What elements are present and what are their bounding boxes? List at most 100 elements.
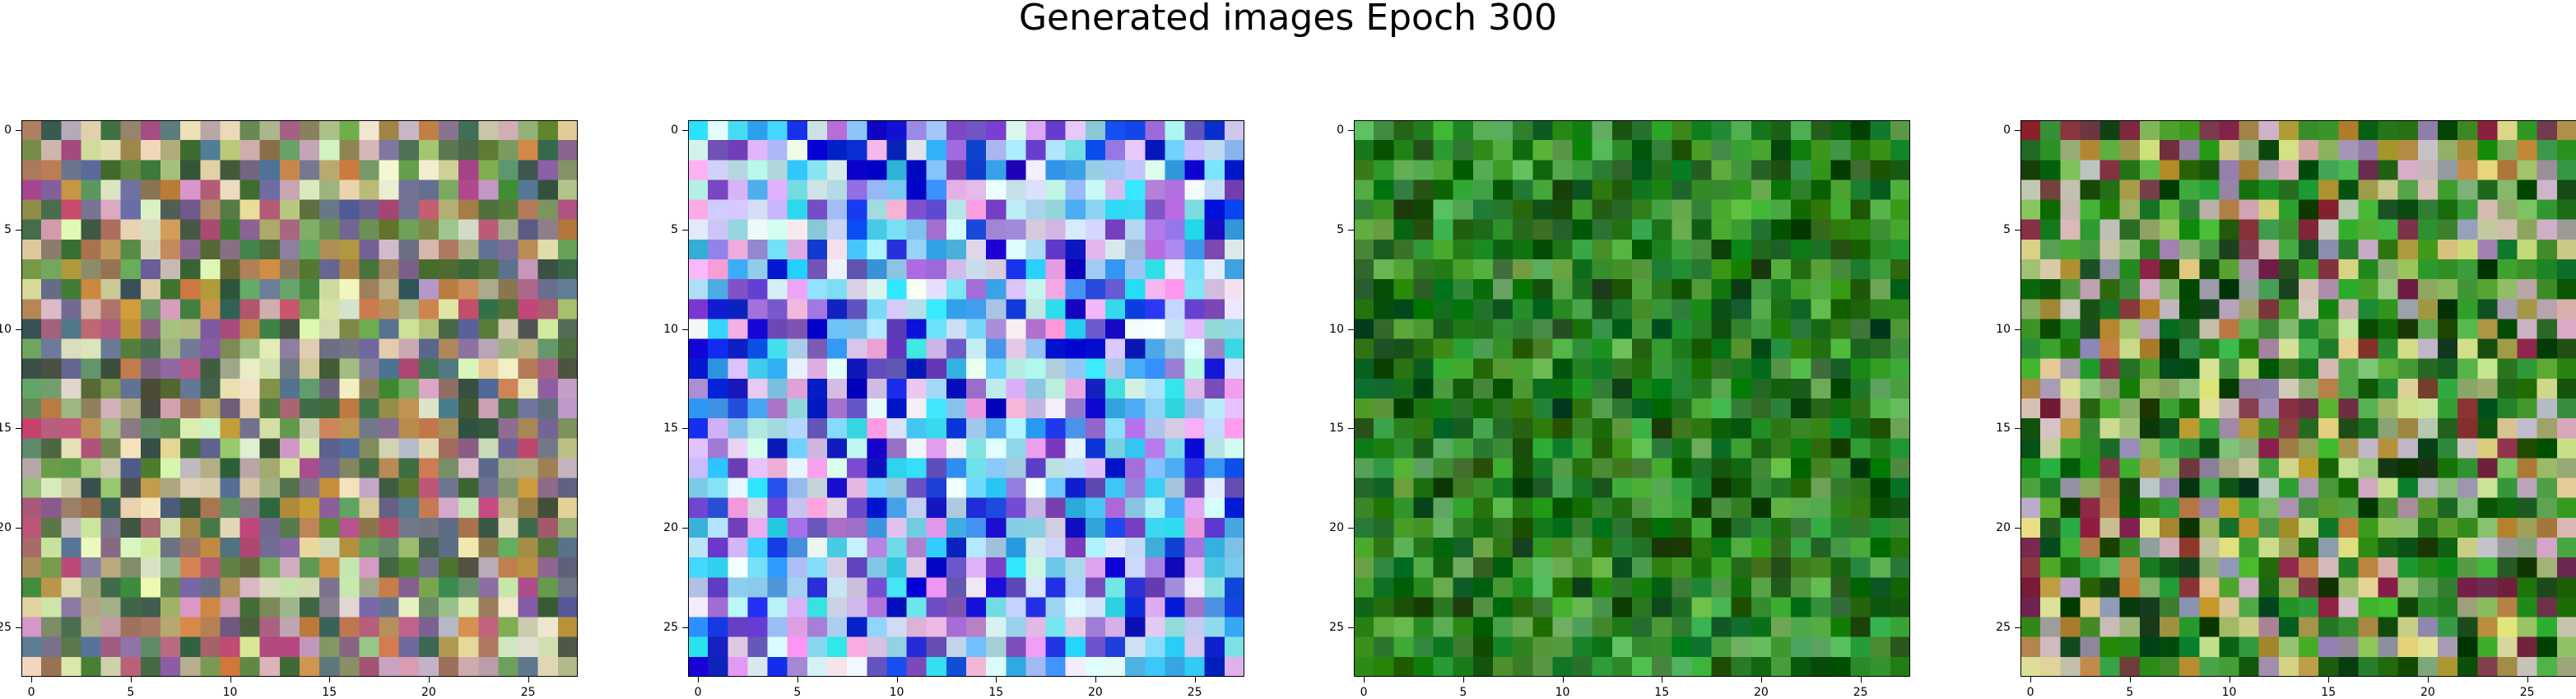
- x-tick: [996, 677, 997, 683]
- generated-image-1: [21, 120, 578, 677]
- figure-title: Generated images Epoch 300: [0, 0, 2576, 36]
- x-tick-label: 25: [2520, 687, 2535, 698]
- y-tick: [16, 329, 21, 330]
- y-tick-label: 20: [1996, 522, 2011, 534]
- x-tick-label: 0: [28, 687, 35, 698]
- x-tick: [2328, 677, 2329, 683]
- y-tick-label: 0: [4, 124, 12, 136]
- y-tick: [682, 329, 688, 330]
- y-tick: [16, 130, 21, 131]
- x-tick: [797, 677, 798, 683]
- x-tick-label: 0: [1360, 687, 1368, 698]
- y-tick: [682, 428, 688, 429]
- y-tick-label: 20: [663, 522, 678, 534]
- y-tick-label: 15: [1329, 422, 1344, 434]
- x-tick-label: 20: [1754, 687, 1769, 698]
- x-tick: [1563, 677, 1564, 683]
- generated-image-3: [1354, 120, 1910, 677]
- x-tick-label: 5: [127, 687, 134, 698]
- x-tick-label: 10: [223, 687, 238, 698]
- y-tick: [1348, 329, 1354, 330]
- y-tick: [1348, 428, 1354, 429]
- x-tick-label: 25: [521, 687, 536, 698]
- y-tick-label: 10: [663, 324, 678, 335]
- x-tick-label: 0: [2027, 687, 2034, 698]
- y-tick: [16, 627, 21, 628]
- y-tick: [2015, 130, 2020, 131]
- y-tick: [1348, 627, 1354, 628]
- x-tick: [1761, 677, 1762, 683]
- y-tick-label: 25: [1329, 622, 1344, 633]
- y-tick-label: 15: [1996, 422, 2011, 434]
- y-tick-label: 5: [671, 224, 678, 235]
- y-tick-label: 25: [1996, 622, 2011, 633]
- y-tick-label: 5: [1337, 224, 1344, 235]
- x-tick-label: 0: [695, 687, 702, 698]
- x-tick: [528, 677, 529, 683]
- y-tick: [2015, 230, 2020, 231]
- x-tick: [429, 677, 430, 683]
- x-tick-label: 15: [322, 687, 337, 698]
- x-tick-label: 20: [421, 687, 436, 698]
- y-tick: [682, 130, 688, 131]
- y-tick: [682, 528, 688, 529]
- x-tick-label: 20: [2420, 687, 2435, 698]
- x-tick: [2428, 677, 2429, 683]
- y-tick-label: 15: [0, 422, 12, 434]
- x-tick: [1195, 677, 1196, 683]
- y-tick-label: 20: [0, 522, 12, 534]
- y-tick: [682, 230, 688, 231]
- x-tick: [31, 677, 32, 683]
- y-tick: [2015, 627, 2020, 628]
- y-tick-label: 25: [663, 622, 678, 633]
- y-tick: [1348, 528, 1354, 529]
- x-tick: [1095, 677, 1096, 683]
- y-tick: [2015, 528, 2020, 529]
- x-tick: [2527, 677, 2528, 683]
- x-tick-label: 10: [1555, 687, 1570, 698]
- generated-image-panel-3: 0 5 10 15 20 25 0 5 10 15 20 25: [1354, 120, 1910, 677]
- y-tick-label: 0: [671, 124, 678, 136]
- x-tick: [1463, 677, 1464, 683]
- x-tick: [1364, 677, 1365, 683]
- y-tick-label: 10: [1329, 324, 1344, 335]
- x-tick-label: 10: [890, 687, 904, 698]
- y-tick-label: 15: [663, 422, 678, 434]
- x-tick: [2130, 677, 2131, 683]
- x-tick: [1861, 677, 1862, 683]
- generated-image-2: [688, 120, 1244, 677]
- x-tick-label: 25: [1188, 687, 1202, 698]
- y-tick-label: 10: [0, 324, 12, 335]
- x-tick-label: 5: [2126, 687, 2133, 698]
- y-tick-label: 0: [1337, 124, 1344, 136]
- y-tick-label: 5: [4, 224, 12, 235]
- x-tick: [2030, 677, 2031, 683]
- y-tick: [2015, 329, 2020, 330]
- y-tick: [1348, 130, 1354, 131]
- y-tick-label: 25: [0, 622, 12, 633]
- y-tick-label: 10: [1996, 324, 2011, 335]
- y-tick: [16, 428, 21, 429]
- x-tick: [329, 677, 330, 683]
- generated-image-panel-1: 0 5 10 15 20 25 0 5 10 15 20 25: [21, 120, 578, 677]
- x-tick-label: 10: [2222, 687, 2237, 698]
- x-tick-label: 25: [1853, 687, 1868, 698]
- x-tick: [897, 677, 898, 683]
- y-tick-label: 0: [2003, 124, 2011, 136]
- x-tick-label: 15: [988, 687, 1003, 698]
- y-tick: [16, 230, 21, 231]
- x-tick-label: 20: [1088, 687, 1103, 698]
- generated-image-4: [2020, 120, 2576, 677]
- x-tick-label: 15: [1654, 687, 1669, 698]
- x-tick-label: 5: [1459, 687, 1467, 698]
- y-tick: [2015, 428, 2020, 429]
- y-tick: [682, 627, 688, 628]
- generated-image-panel-2: 0 5 10 15 20 25 0 5 10 15 20 25: [688, 120, 1244, 677]
- x-tick-label: 15: [2321, 687, 2336, 698]
- y-tick: [16, 528, 21, 529]
- x-tick: [131, 677, 132, 683]
- y-tick-label: 20: [1329, 522, 1344, 534]
- generated-image-panel-4: 0 5 10 15 20 25 0 5 10 15 20 25: [2020, 120, 2576, 677]
- x-tick: [230, 677, 231, 683]
- y-tick: [1348, 230, 1354, 231]
